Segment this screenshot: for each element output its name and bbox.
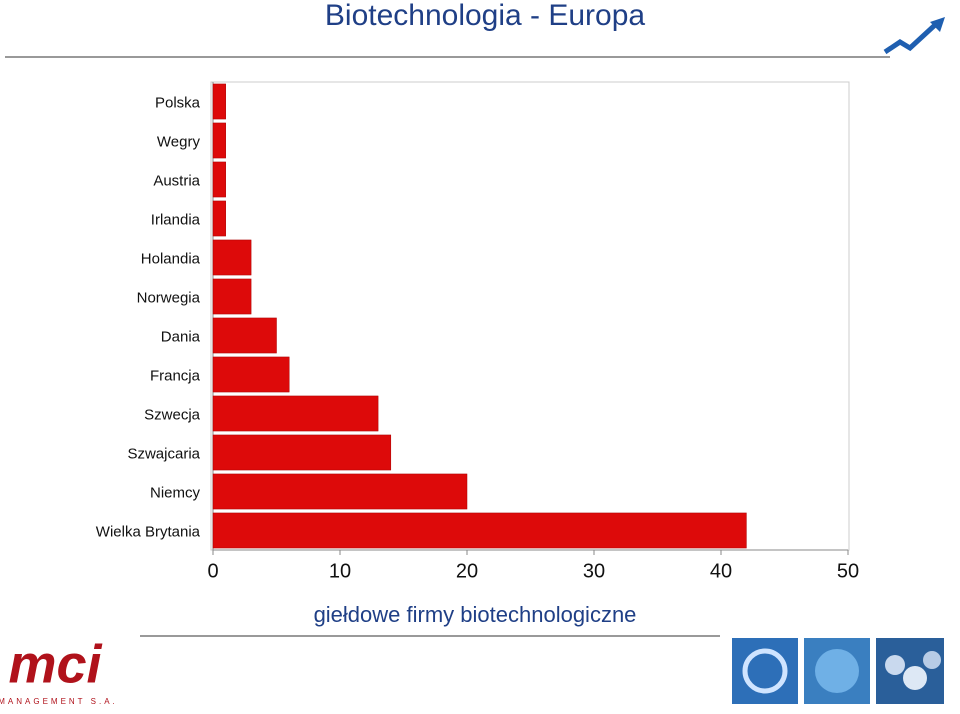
x-tick-label: 20: [456, 560, 478, 582]
bar: [212, 278, 252, 315]
x-axis-label: giełdowe firmy biotechnologiczne: [314, 602, 637, 627]
bar: [212, 200, 226, 237]
y-tick-label: Szwecja: [144, 406, 201, 423]
bar: [212, 395, 379, 432]
y-tick-label: Szwajcaria: [127, 445, 200, 462]
y-tick-label: Dania: [161, 328, 201, 345]
y-tick-label: Francja: [150, 367, 201, 384]
arrow-icon: [883, 17, 945, 55]
x-tick-label: 10: [329, 560, 351, 582]
x-tick-label: 0: [207, 560, 218, 582]
logo-text: mci: [8, 634, 102, 694]
bar: [212, 161, 226, 198]
x-tick-label: 40: [710, 560, 732, 582]
x-tick-label: 50: [837, 560, 859, 582]
bar: [212, 239, 252, 276]
y-tick-label: Holandia: [141, 250, 201, 267]
y-tick-label: Norwegia: [137, 289, 201, 306]
y-tick-label: Austria: [153, 172, 200, 189]
chart-title: Biotechnologia - Europa: [325, 0, 646, 32]
bar: [212, 434, 392, 471]
x-tick-label: 30: [583, 560, 605, 582]
bar: [212, 122, 226, 159]
y-tick-label: Wegry: [157, 133, 201, 150]
logo-subtext: MANAGEMENT S.A.: [0, 697, 118, 706]
y-tick-label: Niemcy: [150, 484, 201, 501]
bar: [212, 512, 747, 549]
footer-images: [732, 638, 944, 704]
bar: [212, 83, 226, 120]
bar: [212, 473, 468, 510]
bar: [212, 317, 277, 354]
logo: mci MANAGEMENT S.A.: [0, 634, 118, 706]
y-tick-label: Polska: [155, 94, 201, 111]
y-tick-label: Wielka Brytania: [96, 523, 201, 540]
y-tick-label: Irlandia: [151, 211, 201, 228]
bar: [212, 356, 290, 393]
